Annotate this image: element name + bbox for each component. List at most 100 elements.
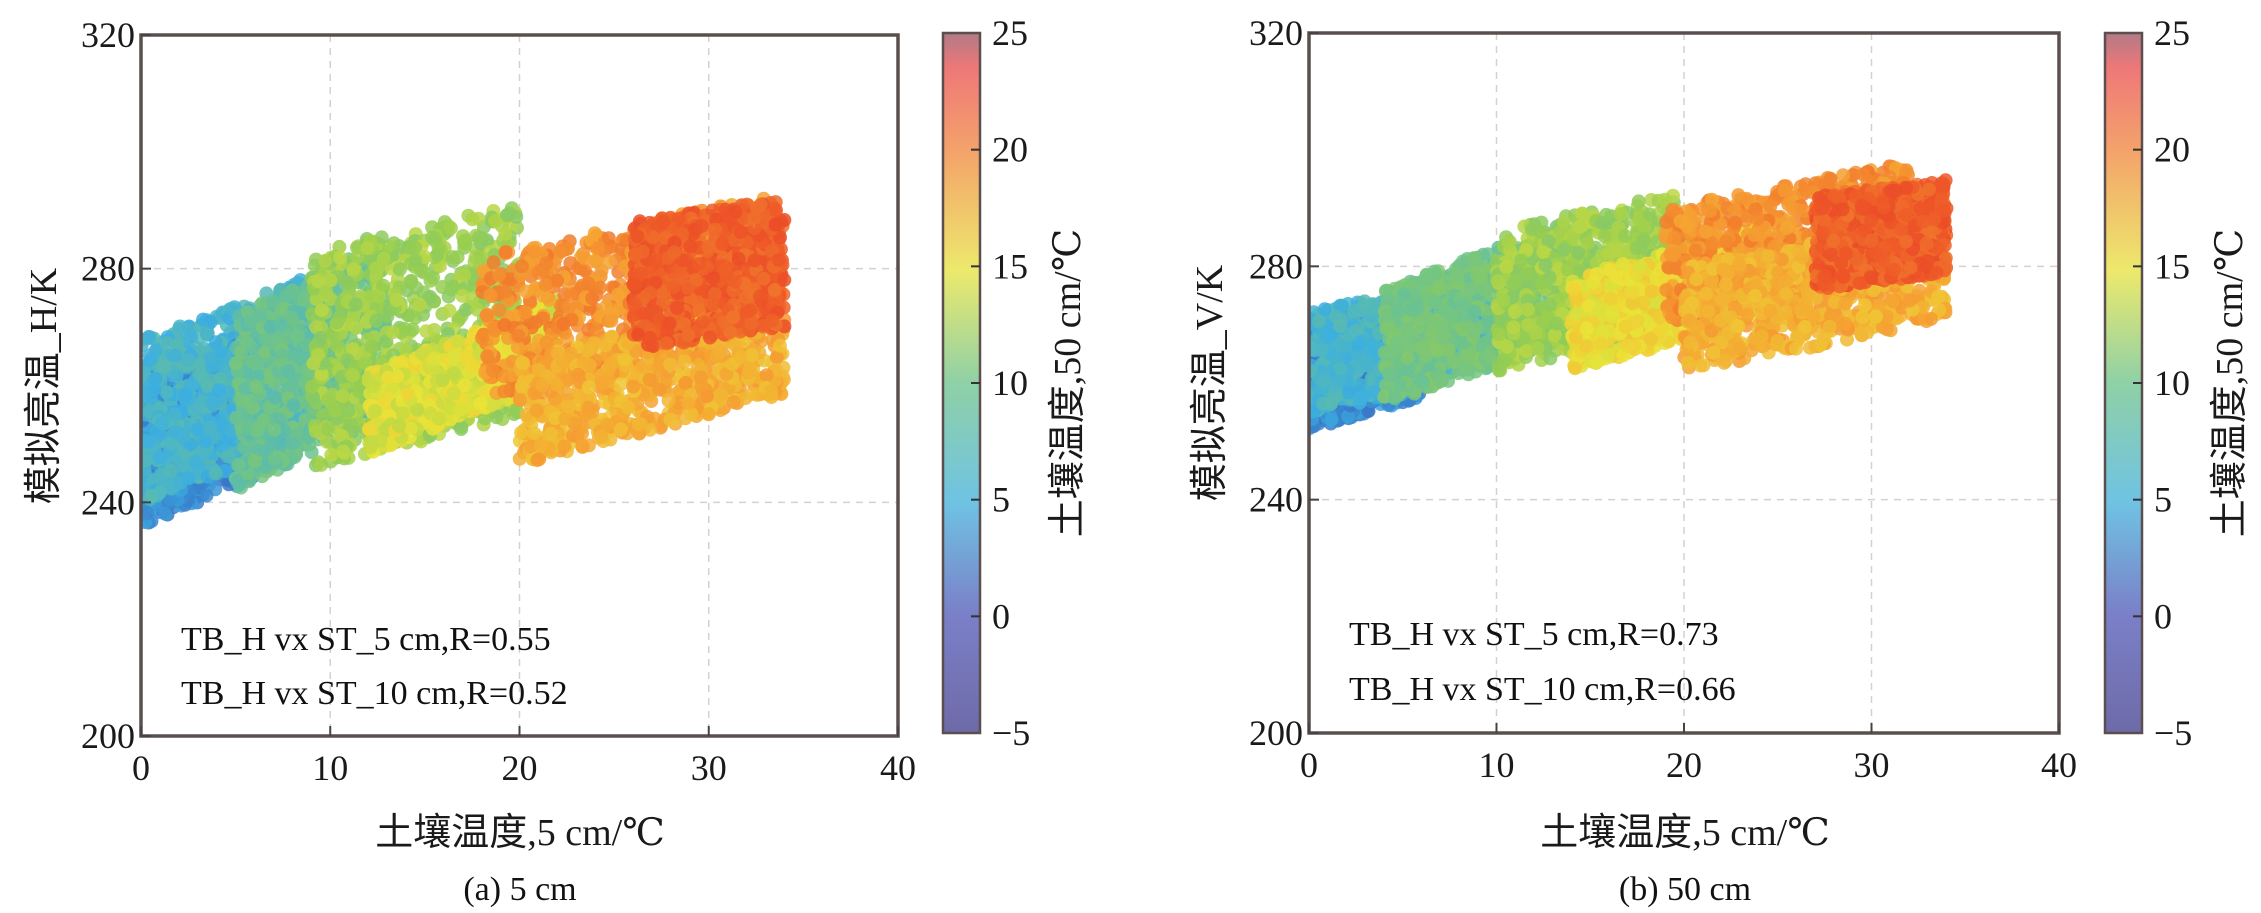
scatter-point [590, 241, 605, 256]
scatter-point [191, 422, 205, 437]
scatter-point [514, 425, 529, 440]
scatter-point [471, 230, 486, 245]
scatter-point [594, 429, 609, 444]
scatter-point [408, 310, 423, 325]
scatter-point [208, 466, 223, 481]
scatter-point [585, 291, 600, 306]
scatter-point [158, 506, 173, 521]
scatter-point [364, 339, 379, 354]
scatter-point [400, 386, 415, 401]
scatter-point [281, 364, 295, 379]
scatter-point [498, 245, 513, 260]
scatter-point [198, 435, 212, 450]
scatter-point [427, 231, 442, 246]
scatter-point [419, 324, 434, 339]
scatter-point [500, 208, 514, 223]
scatter-point [663, 412, 678, 427]
scatter-point [286, 398, 301, 413]
scatter-point [176, 459, 191, 474]
scatter-point [701, 407, 716, 422]
scatter-point [181, 471, 196, 486]
scatter-point [536, 311, 550, 326]
scatter-point [152, 485, 167, 500]
scatter-point [518, 305, 533, 320]
scatter-point [483, 288, 498, 303]
scatter-point [268, 390, 283, 405]
scatter-point [232, 478, 247, 492]
scatter-point [417, 265, 431, 280]
scatter-point [221, 449, 236, 464]
scatter-point [479, 308, 494, 323]
scatter-point [231, 457, 246, 472]
scatter-point [764, 384, 779, 398]
scatter-point [311, 347, 325, 362]
scatter-point [404, 273, 419, 288]
scatter-point [527, 426, 542, 441]
scatter-point [475, 330, 489, 345]
scatter-point [339, 275, 354, 290]
scatter-point [581, 380, 596, 395]
scatter-point [563, 287, 578, 302]
scatter-point [336, 444, 351, 459]
scatter-point [335, 389, 350, 403]
scatter-point [514, 379, 529, 394]
scatter-point [726, 395, 741, 410]
scatter-point [445, 250, 460, 265]
scatter-point [538, 277, 553, 292]
scatter-point [492, 268, 507, 282]
scatter-point [361, 422, 376, 437]
scatter-point [340, 353, 355, 368]
scatter-point [181, 352, 196, 367]
scatter-point [553, 245, 568, 260]
scatter-point [700, 389, 714, 404]
scatter-point [480, 349, 495, 364]
scatter-point [313, 331, 328, 345]
scatter-point [563, 346, 578, 361]
scatter-point [168, 348, 183, 363]
scatter-point [285, 436, 300, 451]
scatter-point [203, 351, 218, 366]
scatter-point [247, 454, 262, 469]
scatter-point [144, 352, 159, 366]
scatter-point [249, 424, 264, 439]
scatter-point [408, 253, 423, 268]
scatter-point [318, 253, 333, 268]
scatter-point [454, 422, 469, 437]
scatter-point [444, 282, 459, 297]
scatter-point [450, 334, 465, 349]
scatter-point [184, 329, 199, 344]
scatter-point [512, 393, 527, 407]
scatter-point [349, 297, 363, 312]
scatter-point [581, 400, 596, 415]
scatter-point [561, 400, 576, 414]
scatter-point [581, 276, 596, 291]
scatter-point [369, 313, 384, 328]
scatter-point [453, 402, 468, 417]
scatter-point [527, 244, 542, 259]
scatter-point [580, 343, 595, 358]
scatter-point [141, 453, 153, 468]
scatter-point [345, 368, 360, 383]
scatter-point [240, 335, 254, 350]
scatter-point [473, 396, 488, 411]
scatter-point [157, 360, 172, 375]
scatter-point [403, 421, 418, 436]
scatter-point [330, 338, 345, 353]
scatter-point [626, 379, 641, 394]
scatter-point [550, 346, 565, 361]
scatter-point [617, 352, 632, 367]
scatter-point [678, 375, 693, 390]
scatter-point [319, 284, 334, 299]
scatter-point [274, 318, 288, 333]
scatter-point [188, 454, 203, 469]
scatter-points-a [141, 191, 792, 530]
scatter-point [575, 438, 590, 453]
scatter-point [148, 371, 163, 386]
scatter-point [614, 377, 628, 392]
scatter-point [430, 247, 445, 262]
scatter-point [575, 426, 589, 441]
scatter-point [333, 250, 347, 265]
scatter-point [516, 356, 531, 371]
scatter-point [497, 318, 512, 332]
